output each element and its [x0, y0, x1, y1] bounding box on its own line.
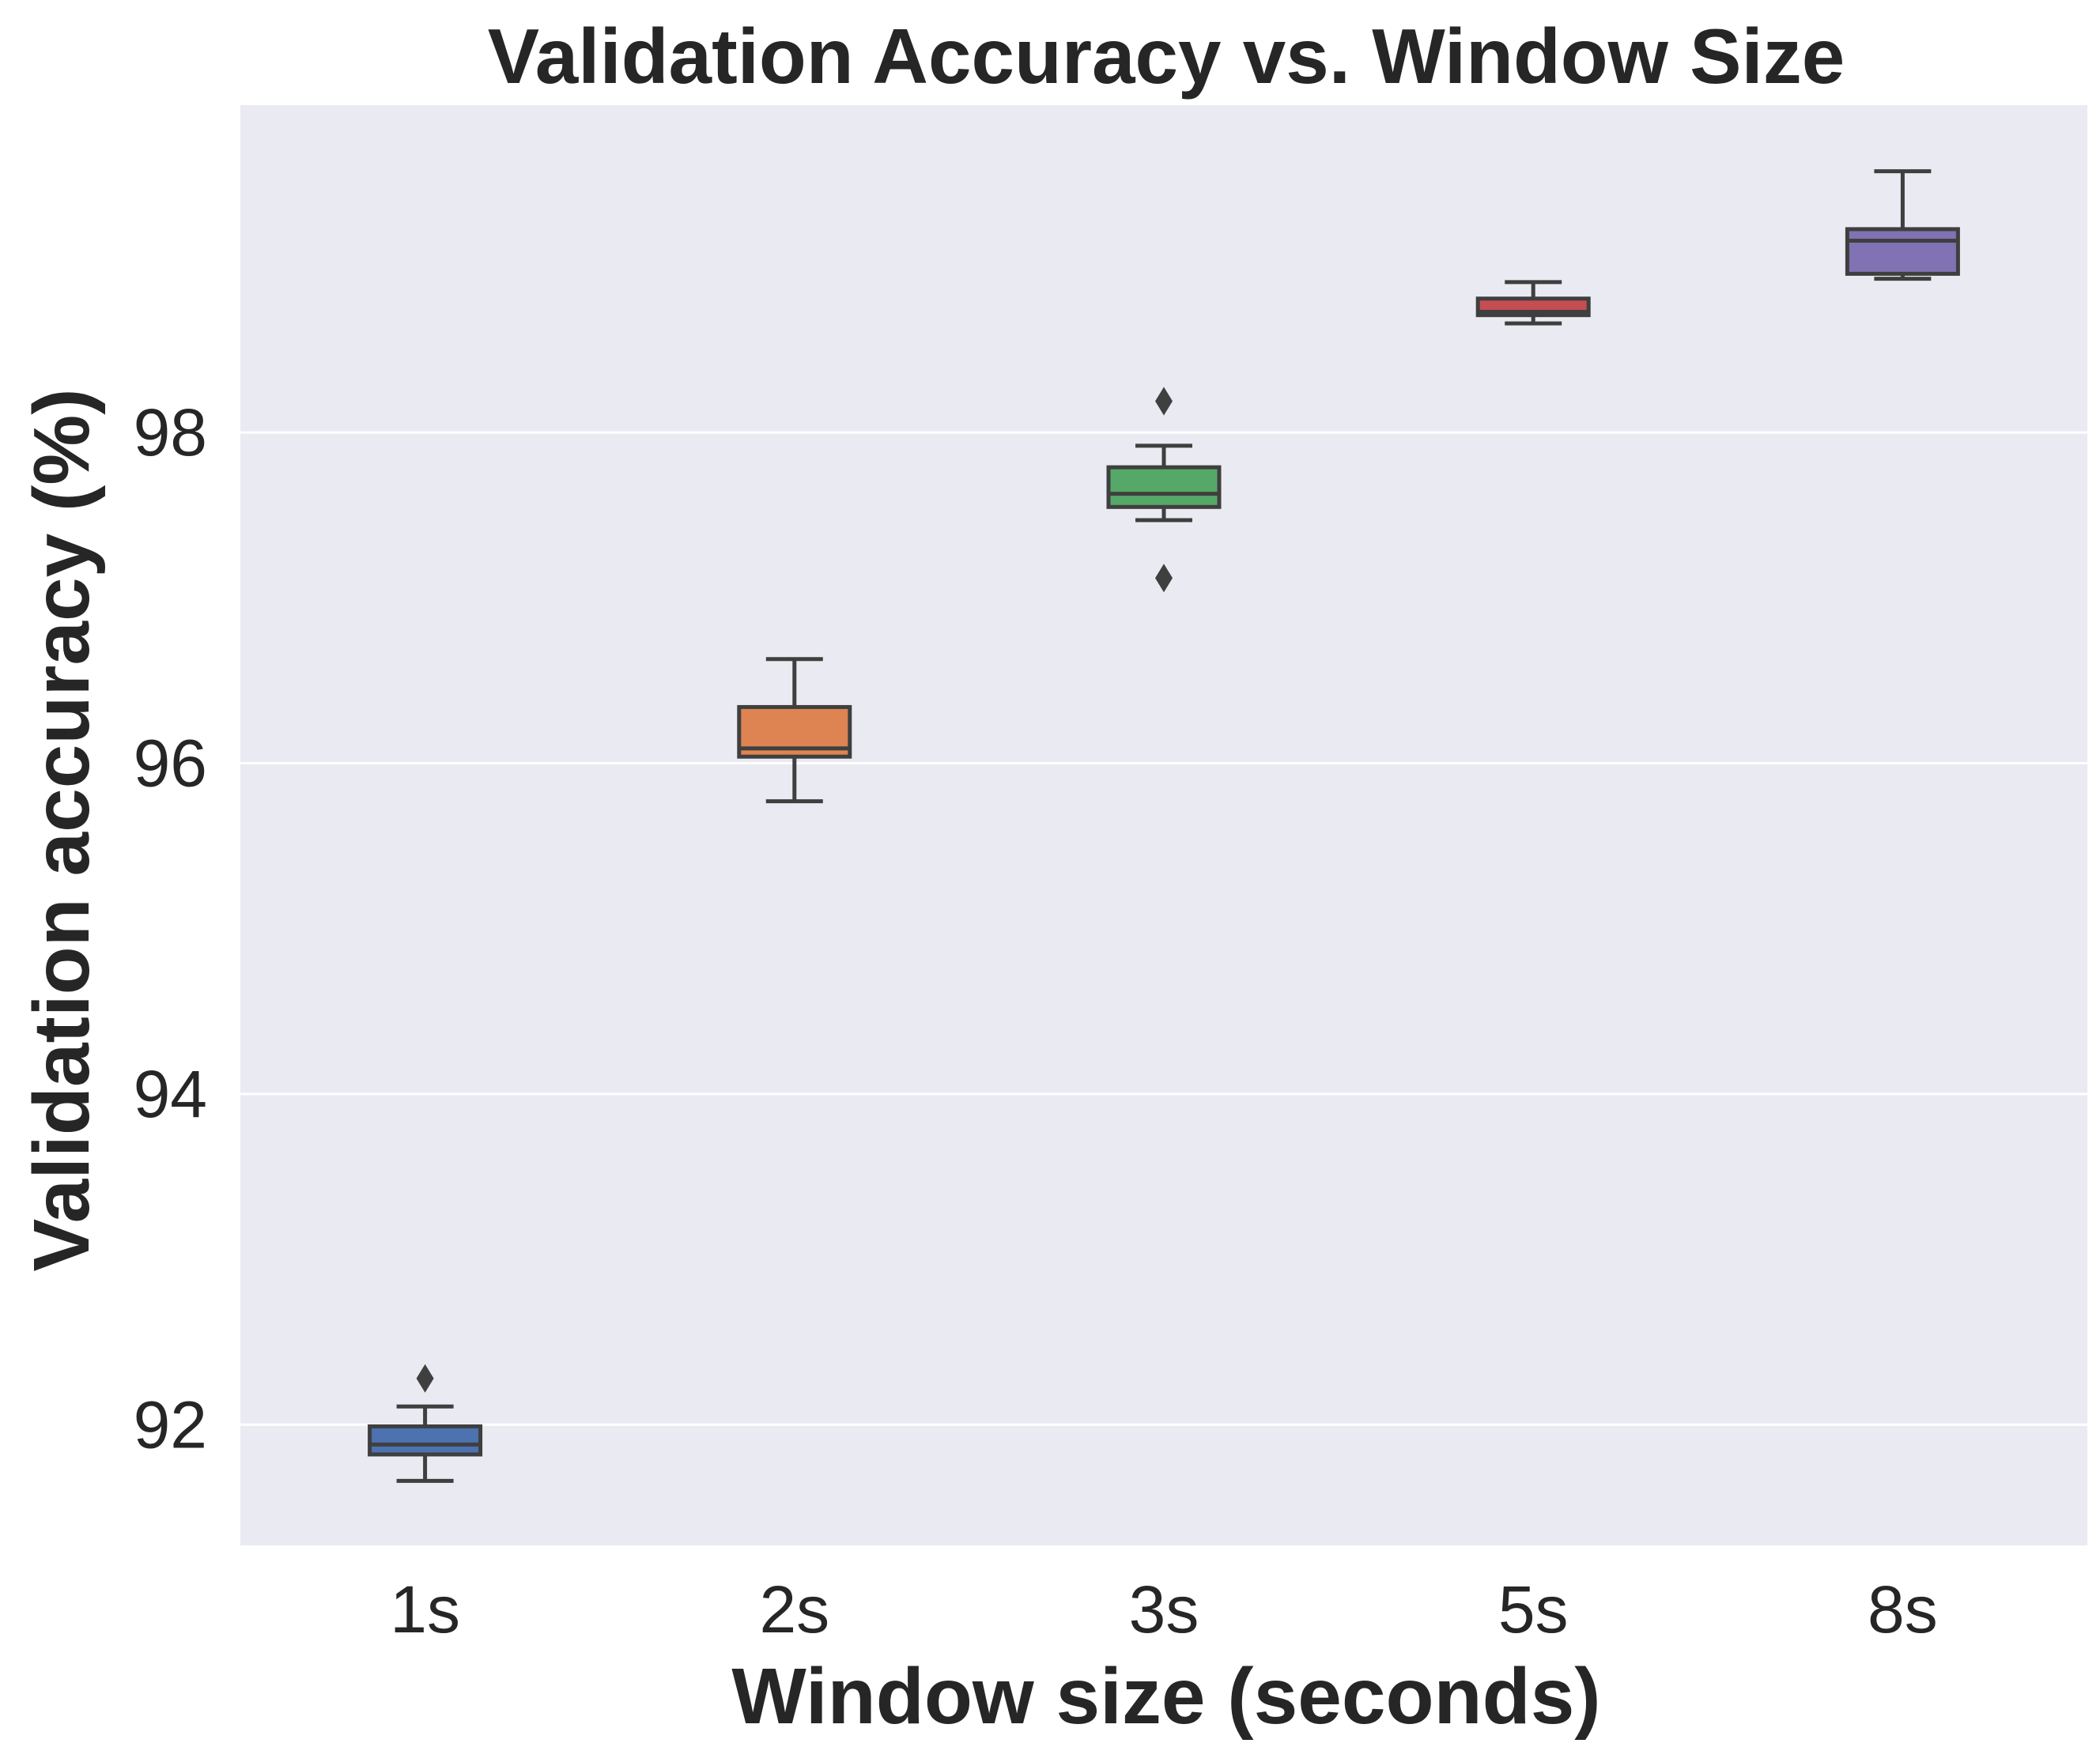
chart-title: Validation Accuracy vs. Window Size	[488, 13, 1845, 100]
x-tick-label: 2s	[759, 1572, 829, 1647]
box-3s	[1106, 387, 1222, 593]
y-axis-label: Validation accuracy (%)	[17, 388, 106, 1271]
x-tick-label: 8s	[1868, 1572, 1938, 1647]
box-iqr	[1106, 465, 1222, 509]
plot-area	[240, 105, 2087, 1545]
box-2s	[737, 657, 852, 804]
x-tick-labels: 1s 2s 3s 5s 8s	[390, 1572, 1938, 1647]
y-tick-label: 94	[134, 1057, 207, 1131]
y-tick-label: 96	[134, 726, 207, 801]
x-tick-label: 3s	[1129, 1572, 1199, 1647]
outlier-point	[1155, 564, 1173, 593]
outlier-point	[416, 1364, 434, 1393]
grid-lines	[240, 431, 2087, 1426]
x-tick-label: 1s	[390, 1572, 460, 1647]
y-tick-labels: 92 94 96 98	[134, 395, 207, 1462]
y-tick-label: 92	[134, 1387, 207, 1462]
box-1s	[368, 1364, 483, 1483]
box-5s	[1475, 280, 1591, 326]
box-iqr	[368, 1424, 483, 1457]
box-iqr	[1845, 227, 1960, 276]
y-tick-label: 98	[134, 395, 207, 470]
box-8s	[1845, 169, 1960, 281]
x-tick-label: 5s	[1498, 1572, 1569, 1647]
boxes-layer	[368, 169, 1960, 1483]
x-axis-label: Window size (seconds)	[731, 1652, 1600, 1741]
outlier-point	[1155, 387, 1173, 416]
